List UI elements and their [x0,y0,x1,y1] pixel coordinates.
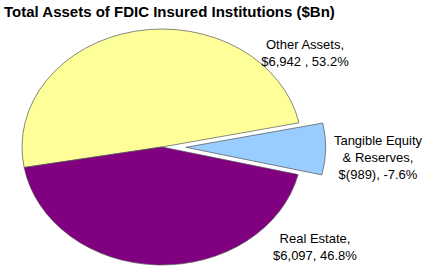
svg-text:Other Assets,$6,942 , 53.2%: Other Assets,$6,942 , 53.2% [261,37,349,69]
svg-text:Tangible Equity& Reserves,$(98: Tangible Equity& Reserves,$(989), -7.6% [334,133,423,182]
html-text:Total Assets of FDIC Insured I: Total Assets of FDIC Insured Institution… [4,3,335,20]
svg-text:Real Estate,$6,097, 46.8%: Real Estate,$6,097, 46.8% [273,231,357,263]
